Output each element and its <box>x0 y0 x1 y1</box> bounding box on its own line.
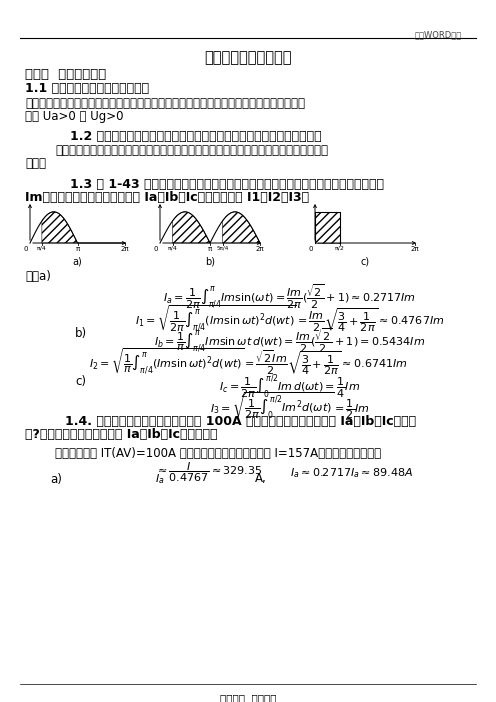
Text: 1.3 图 1-43 中阴影部分为晶闸管处于通态区间的电流波形，各波形的电流最大值均为: 1.3 图 1-43 中阴影部分为晶闸管处于通态区间的电流波形，各波形的电流最大… <box>70 178 384 191</box>
Text: Im，试计算各波形的电流平均值 Ia、Ib、Ic与电流有效值 I1、I2、I3。: Im，试计算各波形的电流平均值 Ia、Ib、Ic与电流有效值 I1、I2、I3。 <box>25 191 309 204</box>
Text: 电流。: 电流。 <box>25 157 46 170</box>
Text: 解：额定电流 IT(AV)=100A 的晶闸管，允许的电流有效值 I=157A，由上题计算结果和: 解：额定电流 IT(AV)=100A 的晶闸管，允许的电流有效值 I=157A，… <box>55 447 381 460</box>
Text: b): b) <box>205 257 215 267</box>
Text: π: π <box>75 246 80 252</box>
Text: 0: 0 <box>309 246 313 252</box>
Text: 2π: 2π <box>121 246 129 252</box>
Text: b): b) <box>75 327 87 340</box>
Text: $I_{a}$: $I_{a}$ <box>155 472 165 486</box>
Text: 1.1 使晶闸管导通的条件是什么？: 1.1 使晶闸管导通的条件是什么？ <box>25 82 149 95</box>
Text: 解：a): 解：a) <box>25 270 51 283</box>
Text: 答：使晶闸管导通的条件是：晶闸管承受正相阳极电压，并在门极施加触发电流（脉冲）。: 答：使晶闸管导通的条件是：晶闸管承受正相阳极电压，并在门极施加触发电流（脉冲）。 <box>25 97 305 110</box>
Text: $I_{a} \approx 0.2717 I_{a} \approx 89.48A$: $I_{a} \approx 0.2717 I_{a} \approx 89.4… <box>290 466 413 479</box>
Text: 成者 Ua>0 且 Ug>0: 成者 Ua>0 且 Ug>0 <box>25 110 124 123</box>
Text: π/4: π/4 <box>168 246 178 251</box>
Text: $I_{b}=\dfrac{1}{\pi}\int_{\pi/4}^{\pi}Im\sin\omega t\,d(wt) = \dfrac{Im}{2}(\df: $I_{b}=\dfrac{1}{\pi}\int_{\pi/4}^{\pi}I… <box>154 327 426 355</box>
Text: 2π: 2π <box>411 246 419 252</box>
Text: 0: 0 <box>153 246 158 252</box>
Text: 1.4. 上题中如果不考虑安全裕量，网 100A 的晶闸管能送出的平均电流 Ia、Ib、Ic各为多: 1.4. 上题中如果不考虑安全裕量，网 100A 的晶闸管能送出的平均电流 Ia… <box>65 415 416 428</box>
Text: a): a) <box>50 473 62 486</box>
Text: $\approx \dfrac{I}{0.4767} \approx 329.35$: $\approx \dfrac{I}{0.4767} \approx 329.3… <box>155 461 262 484</box>
Text: $I_1=\sqrt{\dfrac{1}{2\pi}\int_{\pi/4}^{\pi}(Im\sin\omega t)^2d(wt)} = \dfrac{Im: $I_1=\sqrt{\dfrac{1}{2\pi}\int_{\pi/4}^{… <box>135 303 445 333</box>
Text: 少?这时，相应的电流最大值 Ia、Ib、Ic各为多少？: 少?这时，相应的电流最大值 Ia、Ib、Ic各为多少？ <box>25 428 218 441</box>
Text: $I_2=\sqrt{\dfrac{1}{\pi}\int_{\pi/4}^{\pi}(Im\sin\omega t)^2d(wt)} = \dfrac{\sq: $I_2=\sqrt{\dfrac{1}{\pi}\int_{\pi/4}^{\… <box>89 346 407 377</box>
Text: 专业整理  知识分享: 专业整理 知识分享 <box>220 693 276 702</box>
Text: π: π <box>208 246 212 252</box>
Text: $I_{a}=\dfrac{1}{2\pi}\int_{\pi/4}^{\pi}Im\sin(\omega t) = \dfrac{Im}{2\pi}(\dfr: $I_{a}=\dfrac{1}{2\pi}\int_{\pi/4}^{\pi}… <box>164 283 417 311</box>
Text: 完美WORD格式: 完美WORD格式 <box>415 30 462 39</box>
Text: π/4: π/4 <box>37 246 47 251</box>
Text: A,: A, <box>255 472 267 485</box>
Text: 2π: 2π <box>255 246 264 252</box>
Text: c): c) <box>75 375 86 388</box>
Text: 0: 0 <box>23 246 28 252</box>
Text: 答：维持晶闸管导通的条件是使晶闸管的电流大于能保持晶闸管导通的最小电流，即维持: 答：维持晶闸管导通的条件是使晶闸管的电流大于能保持晶闸管导通的最小电流，即维持 <box>55 144 328 157</box>
Text: π/2: π/2 <box>335 246 345 251</box>
Text: c): c) <box>361 257 370 267</box>
Text: 1.2 维持晶闸管导通的条件是什么？怎样才能使晶闸管由导通变为关断？: 1.2 维持晶闸管导通的条件是什么？怎样才能使晶闸管由导通变为关断？ <box>70 130 321 143</box>
Text: a): a) <box>72 257 82 267</box>
Text: $I_{c}=\dfrac{1}{2\pi}\int_{0}^{\pi/2}Im\,d(\omega t) = \dfrac{1}{4}Im$: $I_{c}=\dfrac{1}{2\pi}\int_{0}^{\pi/2}Im… <box>219 372 361 401</box>
Text: 电子电力课后习题答案: 电子电力课后习题答案 <box>204 50 292 65</box>
Text: 第一章  电力电子器件: 第一章 电力电子器件 <box>25 68 106 81</box>
Text: $I_3=\sqrt{\dfrac{1}{2\pi}\int_{0}^{\pi/2}Im^2d(\omega t)} = \dfrac{1}{2}Im$: $I_3=\sqrt{\dfrac{1}{2\pi}\int_{0}^{\pi/… <box>210 390 370 420</box>
Text: 5π/4: 5π/4 <box>216 246 229 251</box>
